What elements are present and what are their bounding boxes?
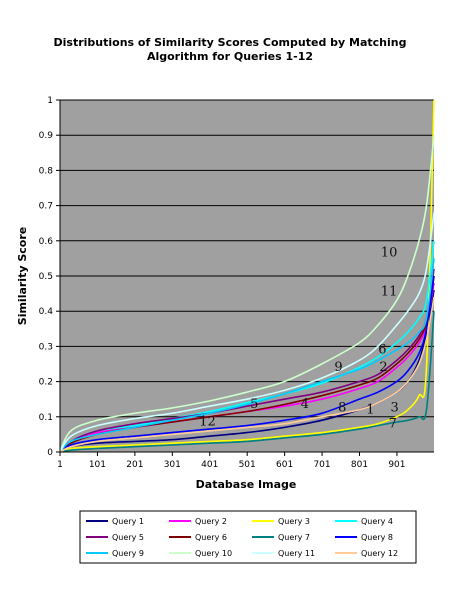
y-tick-label-6: 0.6 <box>39 237 54 247</box>
x-tick-label-9: 901 <box>388 460 405 470</box>
series-line-query-2 <box>59 282 435 453</box>
y-tick-label-9: 0.9 <box>39 131 54 141</box>
legend-label-query-12: Query 12 <box>361 549 398 558</box>
y-tick-label-4: 0.4 <box>39 307 54 317</box>
series-line-query-7 <box>59 311 435 453</box>
legend-label-query-5: Query 5 <box>112 533 144 542</box>
series-lines <box>59 99 435 453</box>
series-line-query-11 <box>59 212 435 453</box>
curve-label-5: 5 <box>250 397 258 412</box>
chart-title-line-2: Algorithm for Queries 1-12 <box>147 50 313 63</box>
legend-label-query-1: Query 1 <box>112 517 144 526</box>
legend-label-query-11: Query 11 <box>278 549 315 558</box>
curve-annotations: 10 11 6 9 2 5 4 8 1 3 12 7 <box>199 246 399 432</box>
curve-label-6: 6 <box>378 342 386 357</box>
curve-label-2: 2 <box>379 360 387 375</box>
curve-label-4: 4 <box>301 397 309 412</box>
y-tick-label-7: 0.7 <box>39 202 53 212</box>
legend-label-query-7: Query 7 <box>278 533 310 542</box>
y-tick-label-10: 1 <box>47 96 53 106</box>
y-tick-label-5: 0.5 <box>39 272 53 282</box>
chart-title-line-1: Distributions of Similarity Scores Compu… <box>54 36 407 49</box>
series-line-query-12 <box>59 296 435 453</box>
legend-label-query-10: Query 10 <box>195 549 232 558</box>
y-tick-label-1: 0.1 <box>39 413 53 423</box>
x-tick-label-5: 501 <box>239 460 256 470</box>
curve-label-9: 9 <box>334 360 342 375</box>
x-tick-label-2: 201 <box>126 460 143 470</box>
x-tick-label-8: 801 <box>351 460 368 470</box>
x-axis-label: Database Image <box>196 478 297 491</box>
curve-label-3: 3 <box>391 401 399 416</box>
curve-label-10: 10 <box>381 246 398 261</box>
curve-label-1: 1 <box>366 402 374 417</box>
x-tick-label-1: 101 <box>89 460 106 470</box>
x-tick-label-7: 701 <box>313 460 330 470</box>
y-tick-label-3: 0.3 <box>39 342 53 352</box>
legend-items: Query 1 Query 2 Query 3 Query 4 Query 5 Query… <box>86 517 398 558</box>
legend-label-query-8: Query 8 <box>361 533 393 542</box>
x-tick-label-0: 1 <box>57 460 63 470</box>
legend-label-query-6: Query 6 <box>195 533 227 542</box>
x-axis-ticks: 1 101 201 301 401 501 601 701 801 901 <box>57 452 406 470</box>
curve-label-8: 8 <box>338 401 346 416</box>
y-axis-label: Similarity Score <box>16 227 29 325</box>
curve-label-11: 11 <box>381 284 398 299</box>
legend-label-query-2: Query 2 <box>195 517 227 526</box>
legend-label-query-3: Query 3 <box>278 517 310 526</box>
legend: Query 1 Query 2 Query 3 Query 4 Query 5 Query… <box>79 510 417 564</box>
y-tick-label-0: 0 <box>47 448 53 458</box>
chart-title: Distributions of Similarity Scores Compu… <box>54 36 407 63</box>
gridlines <box>60 99 434 453</box>
legend-box <box>79 510 417 564</box>
series-line-query-9 <box>59 258 435 453</box>
x-tick-label-6: 601 <box>276 460 293 470</box>
curve-label-7: 7 <box>389 416 397 431</box>
series-line-query-10 <box>59 135 435 453</box>
x-tick-label-4: 401 <box>201 460 218 470</box>
series-line-query-8 <box>59 275 435 453</box>
legend-label-query-9: Query 9 <box>112 549 144 558</box>
series-line-query-3 <box>59 99 435 453</box>
legend-label-query-4: Query 4 <box>361 517 393 526</box>
x-tick-label-3: 301 <box>164 460 181 470</box>
curve-label-12: 12 <box>199 415 216 430</box>
y-axis-ticks: 0 0.1 0.2 0.3 0.4 0.5 0.6 0.7 0.8 0.9 1 <box>39 96 60 458</box>
series-line-query-5 <box>59 268 435 453</box>
y-tick-label-2: 0.2 <box>39 378 53 388</box>
y-tick-label-8: 0.8 <box>39 166 54 176</box>
series-line-query-4 <box>59 240 435 453</box>
